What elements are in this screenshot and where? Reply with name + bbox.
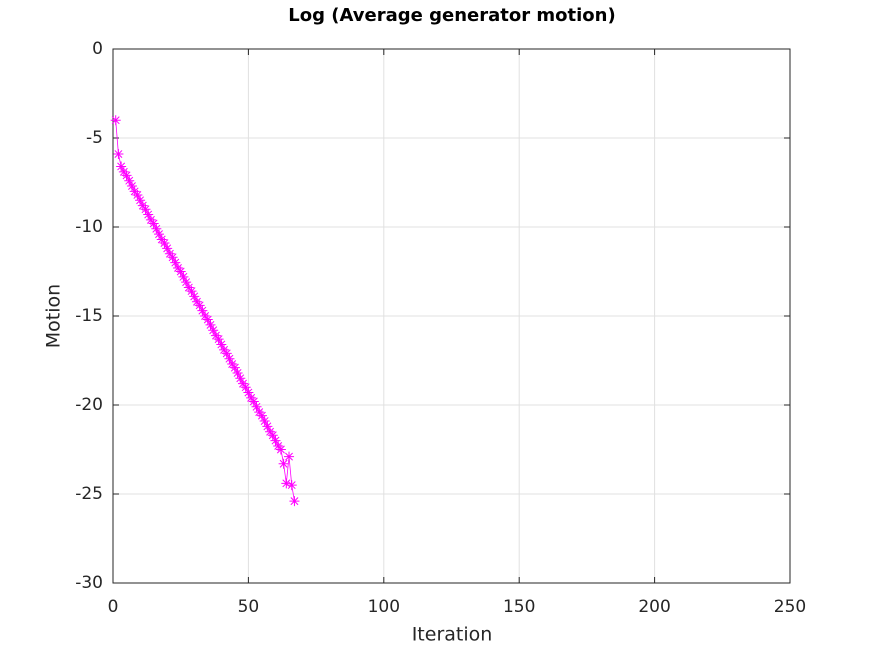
marker [205, 319, 216, 330]
marker [159, 238, 170, 249]
marker [246, 392, 257, 403]
marker [145, 214, 156, 225]
marker [151, 223, 162, 234]
marker [118, 166, 129, 177]
marker [167, 252, 178, 263]
marker [178, 271, 189, 282]
marker [240, 382, 251, 393]
marker [289, 496, 300, 507]
marker [154, 229, 165, 240]
marker [124, 175, 135, 186]
marker [284, 451, 295, 462]
plot-frame [112, 48, 791, 584]
marker [156, 234, 167, 245]
marker [273, 440, 284, 451]
marker [113, 149, 124, 160]
marker [132, 189, 143, 200]
marker [172, 262, 183, 273]
marker [267, 430, 278, 441]
marker [259, 416, 270, 427]
marker [186, 286, 197, 297]
marker [143, 209, 154, 220]
marker [251, 401, 262, 412]
marker [286, 480, 297, 491]
marker [213, 334, 224, 345]
marker [224, 353, 235, 364]
marker [129, 186, 140, 197]
marker [216, 339, 227, 350]
marker [275, 444, 286, 455]
marker [162, 243, 173, 254]
y-tick-label: -15 [75, 306, 103, 326]
marker [227, 359, 238, 370]
marker [243, 387, 254, 398]
marker [270, 435, 281, 446]
marker [265, 426, 276, 437]
y-tick-label: -10 [75, 217, 103, 237]
marker [262, 421, 273, 432]
x-tick-label: 0 [108, 597, 119, 617]
x-tick-label: 100 [368, 597, 400, 617]
marker [254, 407, 265, 418]
marker [208, 325, 219, 336]
marker [189, 291, 200, 302]
x-tick-label: 50 [238, 597, 260, 617]
marker [237, 378, 248, 389]
chart-title: Log (Average generator motion) [288, 5, 615, 26]
marker [194, 300, 205, 311]
y-axis-label: Motion [43, 284, 65, 348]
marker [248, 396, 259, 407]
marker [232, 367, 243, 378]
marker [191, 296, 202, 307]
marker [121, 170, 132, 181]
marker [235, 373, 246, 384]
marker [221, 348, 232, 359]
y-tick-label: -30 [75, 573, 103, 593]
marker [278, 458, 289, 469]
marker [219, 344, 230, 355]
marker [181, 277, 192, 288]
marker [116, 161, 127, 172]
marker [281, 478, 292, 489]
x-axis-label: Iteration [412, 624, 493, 646]
marker [135, 195, 146, 206]
marker [210, 330, 221, 341]
y-tick-label: -20 [75, 395, 103, 415]
y-tick-label: -25 [75, 484, 103, 504]
y-tick-label: -5 [86, 128, 103, 148]
marker [170, 257, 181, 268]
y-tick-label: 0 [92, 39, 103, 59]
marker [200, 311, 211, 321]
x-tick-label: 150 [503, 597, 535, 617]
marker [137, 200, 148, 211]
marker [140, 204, 151, 215]
x-tick-label: 250 [774, 597, 806, 617]
marker [256, 410, 267, 421]
marker [229, 362, 240, 373]
marker [164, 248, 175, 259]
marker [197, 305, 208, 316]
marker [126, 181, 137, 192]
marker [202, 314, 213, 325]
x-tick-label: 200 [638, 597, 670, 617]
marker [148, 218, 159, 229]
marker [175, 266, 186, 277]
marker [183, 282, 194, 293]
marker [110, 115, 121, 126]
